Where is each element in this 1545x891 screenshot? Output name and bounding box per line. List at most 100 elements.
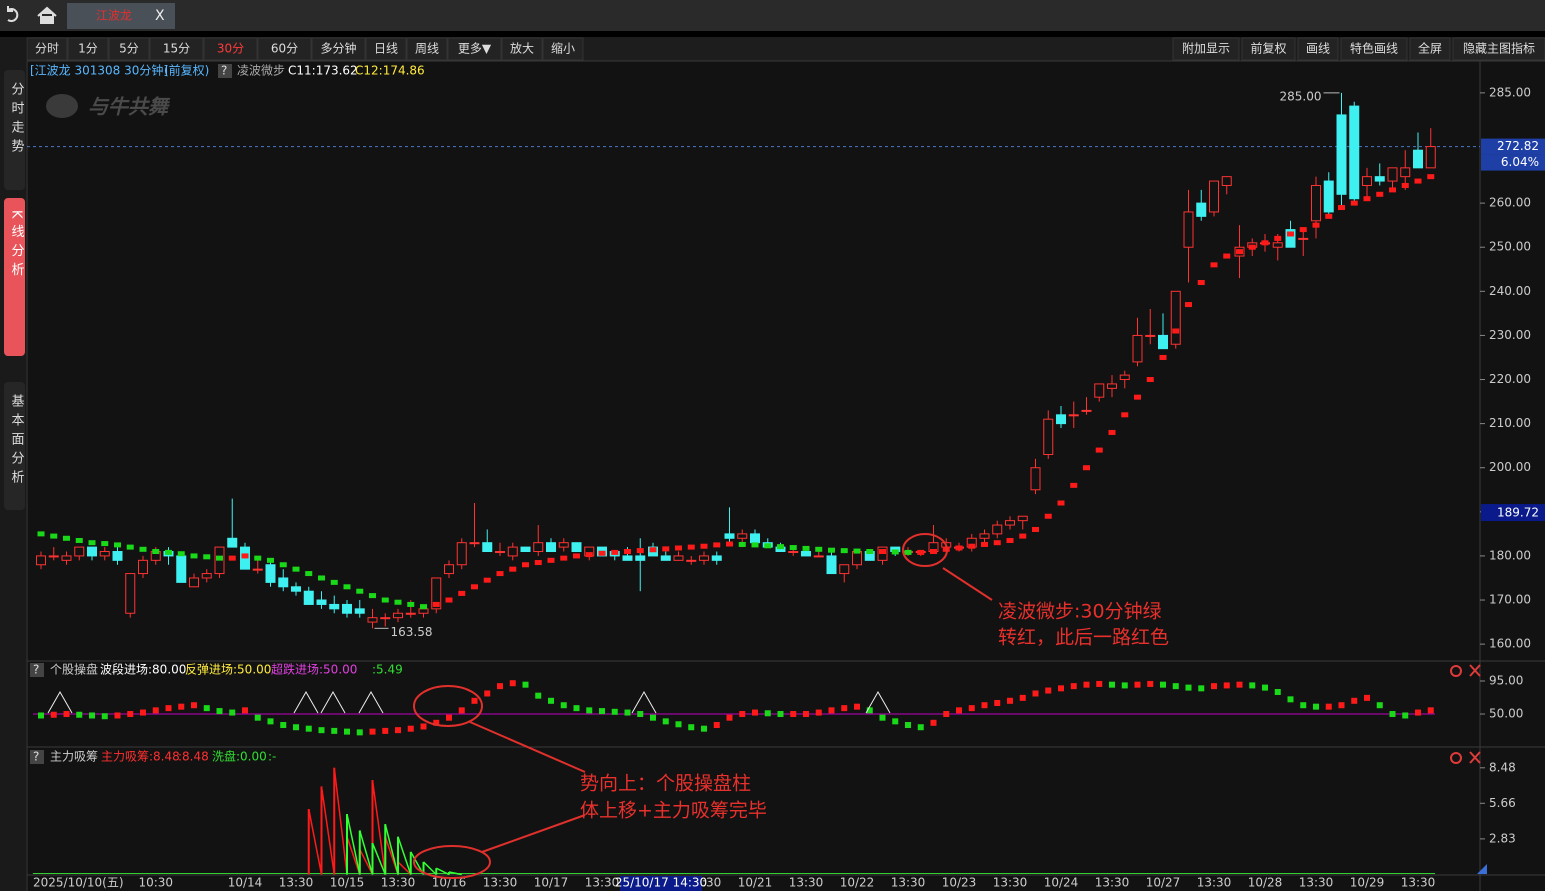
- indicator-value: :5.49: [372, 663, 403, 677]
- sidebar-tab[interactable]: [4, 70, 25, 190]
- toolbar-button[interactable]: [203, 37, 258, 61]
- toolbar-label[interactable]: 15分: [163, 42, 190, 56]
- toolbar-label[interactable]: 缩小: [551, 41, 575, 56]
- indicator-dot: [650, 714, 656, 721]
- indicator-dot: [1299, 227, 1307, 233]
- tab-close[interactable]: X: [155, 8, 165, 24]
- candle-body: [48, 555, 59, 558]
- sidebar-label[interactable]: K线分析: [9, 210, 25, 282]
- help-box[interactable]: [218, 64, 232, 78]
- toolbar-button[interactable]: [365, 37, 407, 61]
- sidebar-label[interactable]: 基本面分析: [9, 394, 25, 489]
- toolbar-button[interactable]: [311, 37, 366, 61]
- indicator-dot: [114, 542, 121, 548]
- candle-body: [1005, 520, 1015, 526]
- toolbar-button[interactable]: [406, 37, 448, 61]
- indicator-dot: [777, 544, 784, 550]
- toolbar-label[interactable]: 更多▼: [458, 42, 492, 56]
- candle-body: [660, 555, 671, 561]
- indicator-dot: [241, 553, 249, 559]
- toolbar-label[interactable]: 60分: [271, 42, 298, 56]
- toolbar-label[interactable]: 附加显示: [1182, 42, 1230, 56]
- toolbar-label[interactable]: 特色画线: [1350, 41, 1398, 56]
- toolbar-label[interactable]: 画线: [1306, 42, 1330, 56]
- toolbar-button[interactable]: [149, 37, 204, 61]
- y-tick-label: 170.00: [1489, 593, 1531, 607]
- candle-body: [1158, 334, 1168, 350]
- candle-body: [469, 542, 480, 545]
- settings-icon[interactable]: [1450, 752, 1462, 764]
- toolbar-label[interactable]: 全屏: [1418, 41, 1442, 56]
- bar-slope: [371, 842, 386, 875]
- toolbar-label[interactable]: 日线: [374, 42, 398, 56]
- toolbar-label[interactable]: 放大: [510, 41, 534, 56]
- toolbar-label[interactable]: 周线: [415, 42, 439, 56]
- candle-body: [405, 612, 416, 615]
- candle-body: [1413, 149, 1423, 169]
- candle-body: [36, 555, 46, 566]
- indicator-dot: [1287, 696, 1294, 703]
- back-icon[interactable]: [7, 6, 19, 22]
- settings-icon[interactable]: [1450, 665, 1462, 677]
- y-tick-label: 8.48: [1489, 760, 1516, 774]
- help[interactable]: ?: [33, 663, 39, 677]
- close-icon[interactable]: [1469, 751, 1481, 764]
- candle-body: [813, 555, 824, 558]
- indicator-dot: [1134, 681, 1141, 688]
- toolbar-button[interactable]: [1241, 37, 1296, 61]
- toolbar-label[interactable]: 1分: [78, 42, 98, 56]
- x-tick-label: 10/14: [228, 876, 263, 890]
- toolbar-button[interactable]: [1172, 37, 1240, 61]
- toolbar-button[interactable]: [1409, 37, 1451, 61]
- corner-marker: [1477, 864, 1487, 874]
- toolbar-button[interactable]: [26, 37, 68, 61]
- toolbar-label[interactable]: 30分: [217, 42, 244, 56]
- toolbar-button[interactable]: [542, 37, 584, 61]
- toolbar-button[interactable]: [67, 37, 109, 61]
- x-tick-label: 13:30: [1095, 876, 1130, 890]
- toolbar-label[interactable]: 前复权: [1250, 41, 1286, 56]
- toolbar-label[interactable]: 多分钟: [320, 41, 356, 56]
- indicator-dot: [1083, 465, 1090, 471]
- toolbar-button[interactable]: [1340, 37, 1408, 61]
- indicator-dot: [968, 705, 975, 712]
- help[interactable]: ?: [33, 750, 39, 764]
- indicator-dot: [905, 722, 911, 729]
- close-icon[interactable]: [1469, 664, 1481, 677]
- y-tick-label: 285.00: [1489, 85, 1531, 99]
- toolbar-label[interactable]: 隐藏主图指标: [1463, 41, 1535, 56]
- indicator-dot: [993, 540, 1001, 546]
- toolbar-button[interactable]: [1297, 37, 1339, 61]
- tab-title: 江波龙: [96, 9, 132, 23]
- sidebar-tab[interactable]: [4, 382, 25, 510]
- candle-body: [138, 559, 148, 575]
- toolbar-button[interactable]: [108, 37, 150, 61]
- toolbar-button[interactable]: [447, 37, 502, 61]
- candle-body: [546, 542, 556, 553]
- indicator-dot: [815, 546, 823, 552]
- toolbar-button[interactable]: [501, 37, 543, 61]
- home-icon[interactable]: [37, 6, 57, 24]
- annotation-ellipse: [413, 685, 483, 727]
- candle-body: [1132, 334, 1143, 363]
- last-price-box: [1481, 138, 1545, 155]
- indicator-dot: [1211, 683, 1217, 690]
- y-tick-label: 180.00: [1489, 548, 1531, 562]
- toolbar-button[interactable]: [1452, 37, 1545, 61]
- toolbar-label[interactable]: 分时: [35, 42, 59, 56]
- tab[interactable]: [67, 3, 175, 29]
- indicator-dot: [548, 697, 554, 704]
- cursor-price-label: 189.72: [1497, 506, 1539, 520]
- y-tick-label: 200.00: [1489, 460, 1531, 474]
- sidebar-tab[interactable]: [4, 198, 25, 356]
- help-box[interactable]: [30, 663, 44, 677]
- toolbar-button[interactable]: [257, 37, 312, 61]
- sidebar-label[interactable]: 分时走势: [9, 82, 25, 158]
- cursor-time-box: [620, 876, 702, 891]
- toolbar-label[interactable]: 5分: [119, 42, 139, 56]
- help[interactable]: ?: [221, 64, 227, 78]
- candle-body: [801, 551, 811, 557]
- candle-body: [1387, 167, 1398, 182]
- help-box[interactable]: [30, 750, 44, 764]
